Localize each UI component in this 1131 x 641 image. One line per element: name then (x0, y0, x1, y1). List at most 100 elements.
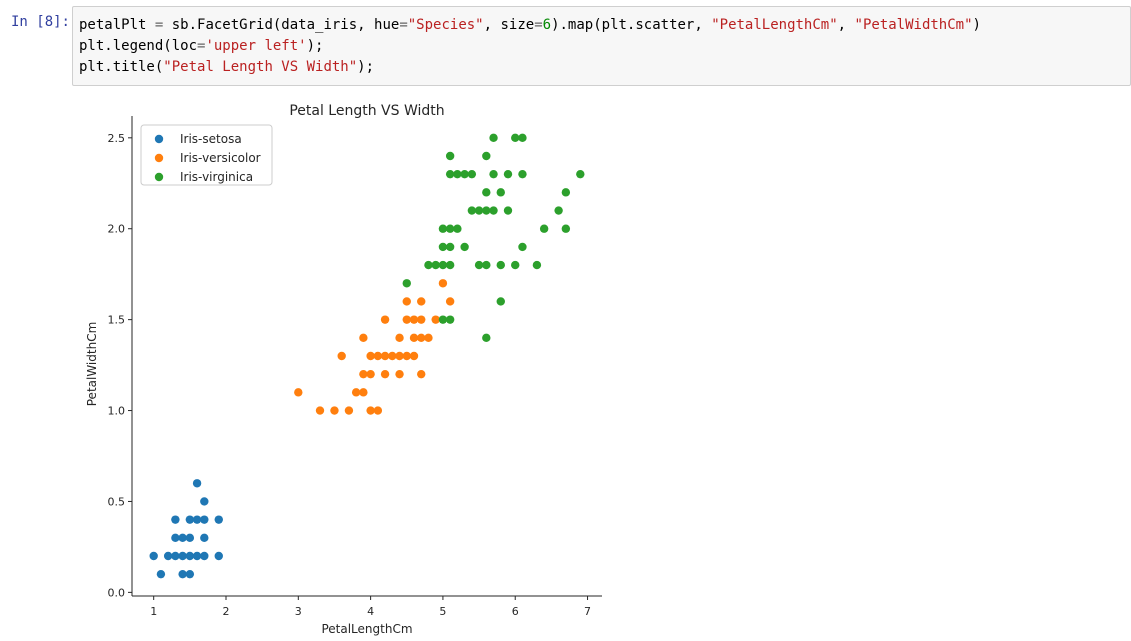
scatter-point (192, 551, 202, 561)
scatter-point (395, 369, 404, 379)
code-token: petalPlt (79, 17, 155, 33)
scatter-point (503, 206, 513, 215)
scatter-point (482, 151, 491, 161)
scatter-point (438, 242, 448, 252)
scatter-point (395, 333, 404, 343)
scatter-point (445, 151, 455, 161)
code-token: sb.FacetGrid(data_iris, hue (163, 17, 400, 33)
code-token: "Petal Length VS Width" (163, 59, 358, 75)
chart-title: Petal Length VS Width (289, 103, 444, 119)
legend-marker (154, 153, 164, 163)
scatter-point (395, 351, 404, 361)
scatter-point (576, 169, 585, 179)
scatter-point (511, 133, 520, 143)
scatter-point (445, 315, 455, 324)
scatter-point (163, 551, 173, 561)
y-tick-label: 0.0 (108, 586, 126, 599)
scatter-point (438, 279, 448, 288)
scatter-point (380, 315, 390, 324)
code-line: plt.legend(loc='upper left'); (79, 36, 1124, 57)
scatter-point (482, 206, 491, 215)
scatter-point (445, 169, 455, 179)
scatter-point (178, 569, 187, 579)
cell-prompt: In [8]: (10, 14, 70, 30)
scatter-point (424, 260, 433, 270)
code-token: "Species" (407, 17, 484, 33)
code-token: , size (483, 17, 535, 33)
scatter-point (192, 515, 202, 524)
scatter-point (417, 315, 426, 324)
scatter-point (366, 406, 375, 415)
scatter-point (402, 351, 411, 361)
scatter-point (359, 388, 368, 397)
scatter-point (554, 206, 563, 215)
code-token: plt.title( (79, 59, 164, 75)
scatter-point (388, 351, 397, 361)
scatter-point (417, 333, 426, 343)
scatter-point (489, 169, 498, 179)
scatter-point (438, 224, 448, 233)
scatter-point (344, 406, 354, 415)
scatter-point (185, 515, 195, 524)
code-token: = (399, 17, 408, 33)
scatter-point (496, 260, 505, 270)
legend-marker (154, 134, 164, 144)
code-editor[interactable]: petalPlt = sb.FacetGrid(data_iris, hue="… (72, 6, 1131, 86)
scatter-point (200, 515, 209, 524)
scatter-point (518, 133, 527, 143)
scatter-point (149, 551, 158, 561)
scatter-point (489, 206, 498, 215)
legend-marker (154, 172, 164, 182)
y-tick-label: 1.5 (108, 314, 126, 327)
code-token: , (837, 17, 855, 33)
scatter-point (482, 260, 491, 270)
scatter-point (380, 351, 390, 361)
scatter-point (532, 260, 542, 270)
scatter-point (460, 169, 469, 179)
scatter-point (445, 224, 455, 233)
y-tick-label: 2.5 (108, 132, 126, 145)
scatter-point (200, 533, 209, 543)
scatter-point (453, 169, 462, 179)
scatter-point (200, 551, 209, 561)
code-token: 6 (542, 17, 552, 33)
scatter-point (445, 242, 455, 252)
scatter-point (178, 533, 187, 543)
scatter-point (518, 242, 527, 252)
scatter-point (467, 206, 477, 215)
code-token: = (154, 17, 164, 33)
scatter-point (482, 188, 491, 197)
scatter-point (438, 315, 448, 324)
scatter-point (156, 569, 166, 579)
code-token: ); (306, 38, 324, 54)
scatter-point (192, 479, 202, 488)
scatter-point (511, 260, 520, 270)
x-tick-label: 6 (512, 605, 519, 618)
code-token: = (197, 38, 206, 54)
code-token: ).map(plt.scatter, (551, 17, 712, 33)
scatter-point (460, 242, 469, 252)
scatter-point (518, 169, 527, 179)
code-token: ) (972, 17, 981, 33)
legend-label: Iris-setosa (180, 132, 242, 146)
scatter-point (366, 351, 375, 361)
scatter-point (200, 497, 209, 506)
x-tick-label: 3 (295, 605, 302, 618)
scatter-point (496, 188, 505, 197)
scatter-point (185, 551, 195, 561)
legend-label: Iris-versicolor (180, 151, 261, 165)
scatter-point (380, 369, 390, 379)
scatter-point (402, 279, 411, 288)
x-tick-label: 4 (367, 605, 374, 618)
scatter-point (366, 369, 375, 379)
x-tick-label: 5 (439, 605, 446, 618)
scatter-point (438, 260, 448, 270)
code-token: "PetalLengthCm" (711, 17, 838, 33)
scatter-point (467, 169, 477, 179)
code-token: 'upper left' (205, 38, 307, 54)
scatter-point (351, 388, 361, 397)
y-tick-label: 2.0 (108, 223, 126, 236)
scatter-point (409, 315, 419, 324)
legend-label: Iris-virginica (180, 170, 253, 184)
scatter-point (453, 224, 462, 233)
